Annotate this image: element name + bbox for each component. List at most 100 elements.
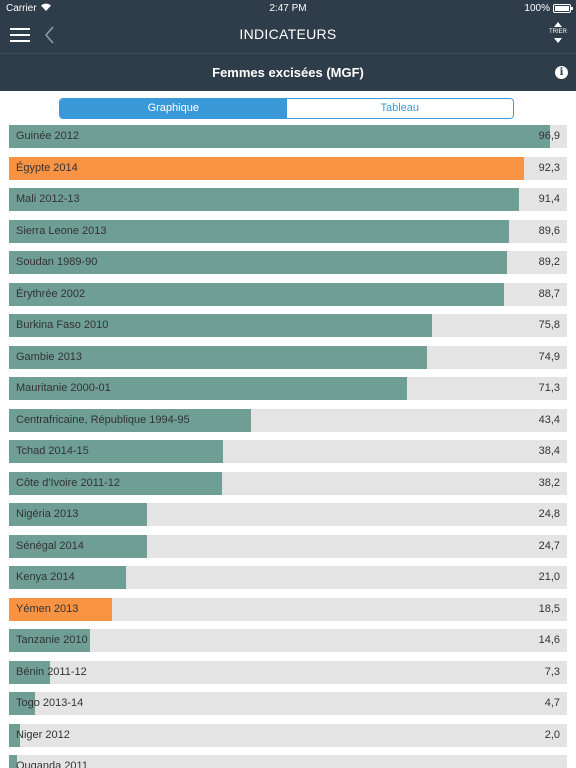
- chart-value-label: 96,9: [538, 130, 560, 142]
- chart-row[interactable]: Burkina Faso 2010 75,8: [9, 314, 567, 337]
- chart-bar: [9, 692, 36, 715]
- chart-value-label: 7,3: [544, 665, 560, 678]
- carrier-label: Carrier: [6, 3, 37, 14]
- chart-category-label: Ouganda 2011: [16, 760, 88, 768]
- tab-table[interactable]: Tableau: [286, 99, 513, 118]
- chart-row[interactable]: Togo 2013-14 4,7: [9, 692, 567, 715]
- chart-row[interactable]: Côte d'Ivoire 2011-12 38,2: [9, 471, 567, 495]
- chart-bar: [9, 408, 252, 432]
- chart-bar: [9, 566, 127, 589]
- chart-value-label: 2,0: [544, 728, 560, 741]
- chart-category-label: Gambie 2013: [16, 350, 83, 363]
- hamburger-menu-icon[interactable]: [10, 28, 30, 44]
- sort-label: TRIER: [549, 29, 567, 35]
- chart-category-label: Bénin 2011-12: [16, 665, 87, 678]
- chart-bar: [9, 440, 224, 463]
- chart-bar: [9, 125, 550, 148]
- status-bar: Carrier 2:47 PM 100%: [0, 0, 576, 18]
- chart-value-label: 21,0: [538, 571, 560, 583]
- chart-bar: [9, 219, 509, 243]
- sort-down-icon: [554, 38, 562, 43]
- chart-bar: [9, 156, 525, 180]
- chart-value-label: 89,2: [538, 256, 560, 268]
- chart-category-label: Soudan 1989-90: [16, 256, 98, 268]
- chart-bar: [9, 534, 147, 558]
- tab-graph[interactable]: Graphique: [60, 99, 287, 118]
- chart-row[interactable]: Soudan 1989-90 89,2: [9, 251, 567, 274]
- chart-row[interactable]: Bénin 2011-12 7,3: [9, 660, 567, 684]
- chart-bar: [9, 597, 113, 621]
- view-toggle: Graphique Tableau: [59, 98, 514, 119]
- chart-category-label: Côte d'Ivoire 2011-12: [16, 476, 121, 489]
- indicator-header: Femmes excisées (MGF) i: [0, 53, 576, 91]
- chart-row[interactable]: Yémen 2013 18,5: [9, 597, 567, 621]
- back-chevron-icon[interactable]: [42, 24, 56, 46]
- chart-value-label: 71,3: [538, 382, 560, 394]
- chart-bar: [9, 188, 519, 211]
- chart-bar: [9, 723, 21, 747]
- chart-value-label: 4,7: [544, 697, 560, 709]
- chart-bar: [9, 660, 50, 684]
- chart-category-label: Kenya 2014: [16, 571, 75, 583]
- chart-category-label: Togo 2013-14: [16, 697, 84, 709]
- chart-bar: [9, 471, 223, 495]
- battery-percent: 100%: [524, 3, 550, 14]
- chart-row[interactable]: Nigéria 2013 24,8: [9, 503, 567, 526]
- chart-category-label: Tanzanie 2010: [16, 634, 88, 646]
- indicator-title: Femmes excisées (MGF): [212, 65, 364, 80]
- chart-category-label: Mauritanie 2000-01: [16, 382, 111, 394]
- chart-row[interactable]: Kenya 2014 21,0: [9, 566, 567, 589]
- chart-category-label: Niger 2012: [16, 728, 70, 741]
- chart-bar: [9, 314, 432, 337]
- chart-row[interactable]: Niger 2012 2,0: [9, 723, 567, 747]
- bar-chart: Guinée 2012 96,9 Égypte 2014 92,3 Mali 2012-…: [9, 125, 567, 768]
- chart-row[interactable]: Mali 2012-13 91,4: [9, 188, 567, 211]
- chart-value-label: 75,8: [538, 319, 560, 331]
- chart-value-label: 92,3: [538, 161, 560, 174]
- chart-value-label: 38,4: [538, 445, 560, 457]
- chart-value-label: 91,4: [538, 193, 560, 205]
- chart-value-label: 24,7: [538, 539, 560, 552]
- chart-bar: [9, 282, 504, 306]
- chart-row[interactable]: Ouganda 2011: [9, 755, 567, 768]
- chart-category-label: Érythrée 2002: [16, 287, 86, 300]
- chart-value-label: 74,9: [538, 350, 560, 363]
- chart-value-label: 43,4: [538, 413, 560, 426]
- sort-up-icon: [554, 22, 562, 27]
- chart-category-label: Guinée 2012: [16, 130, 79, 142]
- nav-title: INDICATEURS: [239, 26, 337, 42]
- chart-category-label: Mali 2012-13: [16, 193, 80, 205]
- chart-category-label: Yémen 2013: [16, 602, 79, 615]
- chart-row[interactable]: Sierra Leone 2013 89,6: [9, 219, 567, 243]
- chart-value-label: 24,8: [538, 508, 560, 520]
- chart-value-label: 38,2: [538, 476, 560, 489]
- chart-bar: [9, 251, 507, 274]
- battery-icon: [553, 4, 573, 13]
- chart-row[interactable]: Érythrée 2002 88,7: [9, 282, 567, 306]
- nav-bar: INDICATEURS TRIER: [0, 18, 576, 53]
- chart-category-label: Burkina Faso 2010: [16, 319, 109, 331]
- info-icon[interactable]: i: [555, 66, 568, 79]
- chart-row[interactable]: Égypte 2014 92,3: [9, 156, 567, 180]
- chart-bar: [9, 629, 91, 652]
- chart-row[interactable]: Mauritanie 2000-01 71,3: [9, 377, 567, 400]
- wifi-icon: [41, 3, 51, 11]
- chart-bar: [9, 345, 427, 369]
- chart-category-label: Tchad 2014-15: [16, 445, 89, 457]
- chart-row[interactable]: Tanzanie 2010 14,6: [9, 629, 567, 652]
- chart-category-label: Sierra Leone 2013: [16, 224, 107, 237]
- chart-row[interactable]: Tchad 2014-15 38,4: [9, 440, 567, 463]
- chart-category-label: Nigéria 2013: [16, 508, 79, 520]
- chart-category-label: Centrafricaine, République 1994-95: [16, 413, 190, 426]
- chart-bar: [9, 755, 17, 768]
- chart-value-label: 14,6: [538, 634, 560, 646]
- chart-row[interactable]: Guinée 2012 96,9: [9, 125, 567, 148]
- chart-row[interactable]: Gambie 2013 74,9: [9, 345, 567, 369]
- sort-button[interactable]: TRIER: [548, 21, 568, 49]
- chart-value-label: 89,6: [538, 224, 560, 237]
- chart-bar: [9, 503, 148, 526]
- chart-bar: [9, 377, 407, 400]
- chart-row[interactable]: Sénégal 2014 24,7: [9, 534, 567, 558]
- chart-category-label: Égypte 2014: [16, 161, 78, 174]
- chart-row[interactable]: Centrafricaine, République 1994-95 43,4: [9, 408, 567, 432]
